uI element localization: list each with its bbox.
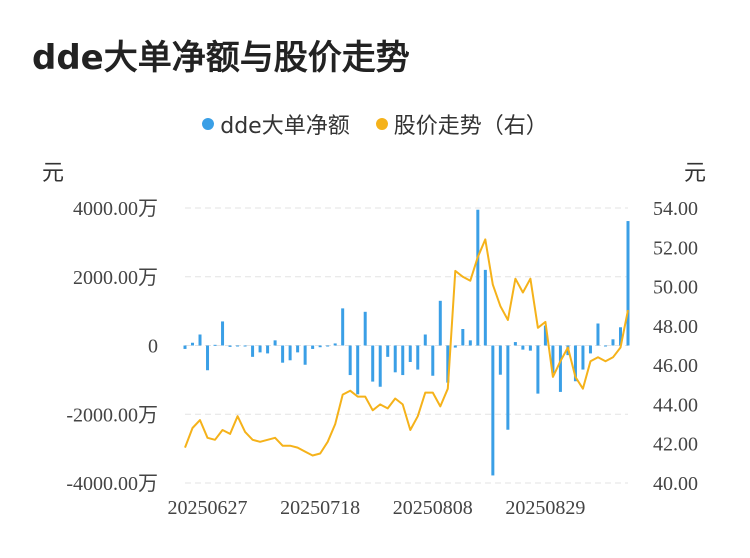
bar-58: [618, 327, 622, 346]
legend-dot-dde-icon: [202, 118, 215, 130]
bar-39: [476, 209, 480, 346]
right-tick-label: 42.00: [653, 434, 698, 456]
bar-0: [183, 345, 187, 349]
bar-10: [258, 345, 262, 353]
legend-label-dde: dde大单净额: [220, 114, 350, 139]
bar-42: [498, 345, 502, 375]
bar-52: [573, 345, 577, 382]
bar-32: [423, 334, 427, 346]
bar-23: [356, 345, 360, 395]
bar-40: [483, 269, 487, 346]
bar-34: [438, 300, 442, 346]
bar-49: [551, 345, 555, 373]
right-axis-unit: 元: [684, 161, 707, 186]
bar-5: [221, 321, 225, 346]
bar-9: [251, 345, 255, 357]
left-tick-label: 4000.00万: [73, 198, 158, 220]
bar-53: [581, 345, 585, 370]
right-tick-label: 50.00: [653, 277, 698, 299]
bar-30: [408, 345, 412, 362]
legend-label-price: 股价走势（右）: [393, 114, 548, 139]
bar-1: [191, 342, 195, 346]
right-tick-label: 52.00: [653, 237, 698, 259]
bar-3: [206, 345, 210, 371]
bar-36: [453, 345, 457, 348]
legend-item-dde[interactable]: dde大单净额: [202, 108, 350, 140]
bar-15: [296, 345, 300, 353]
bar-13: [281, 345, 285, 363]
bar-44: [513, 342, 517, 346]
legend-dot-price-icon: [375, 118, 388, 130]
x-tick-label: 20250808: [393, 497, 473, 519]
bar-20: [333, 343, 337, 346]
left-tick-label: 0: [148, 336, 158, 358]
bar-33: [431, 345, 435, 376]
bar-55: [596, 323, 600, 346]
bar-19: [326, 345, 330, 347]
bar-18: [318, 345, 322, 348]
bar-45: [521, 345, 525, 350]
bar-2: [198, 334, 202, 346]
right-tick-label: 48.00: [653, 316, 698, 338]
bar-6: [228, 345, 232, 347]
legend-item-price[interactable]: 股价走势（右）: [375, 108, 548, 140]
left-tick-label: 2000.00万: [73, 267, 158, 289]
bar-57: [611, 339, 615, 346]
bar-56: [603, 345, 607, 347]
bar-47: [536, 345, 540, 394]
x-tick-label: 20250627: [168, 497, 248, 519]
bar-14: [288, 345, 292, 361]
bar-21: [341, 308, 345, 346]
left-tick-label: -4000.00万: [66, 473, 158, 495]
bar-35: [446, 345, 450, 383]
bar-29: [401, 345, 405, 376]
bar-50: [558, 345, 562, 392]
price-line: [184, 238, 629, 457]
bar-8: [243, 345, 247, 347]
bar-31: [416, 345, 420, 370]
bar-12: [273, 340, 277, 346]
bar-46: [528, 345, 532, 351]
bar-25: [371, 345, 375, 382]
chart-title: dde大单净额与股价走势: [32, 38, 410, 78]
bar-38: [468, 340, 472, 346]
bar-4: [213, 344, 217, 346]
left-tick-label: -2000.00万: [66, 404, 158, 426]
bar-11: [266, 345, 270, 354]
bar-59: [626, 221, 630, 346]
bar-37: [461, 329, 465, 346]
x-tick-label: 20250718: [280, 497, 360, 519]
right-tick-label: 40.00: [653, 473, 698, 495]
bar-48: [543, 325, 547, 346]
bar-54: [588, 345, 592, 354]
bar-24: [363, 311, 367, 346]
bar-17: [311, 345, 315, 349]
right-tick-label: 44.00: [653, 394, 698, 416]
right-tick-label: 46.00: [653, 355, 698, 377]
right-tick-label: 54.00: [653, 198, 698, 220]
bar-22: [348, 345, 352, 376]
bar-41: [491, 345, 495, 476]
bar-28: [393, 345, 397, 373]
bar-26: [378, 345, 382, 387]
left-axis-unit: 元: [42, 161, 65, 186]
bar-27: [386, 345, 390, 357]
bar-16: [303, 345, 307, 365]
legend: dde大单净额 股价走势（右）: [0, 108, 750, 140]
x-tick-label: 20250829: [505, 497, 585, 519]
bar-7: [236, 345, 240, 347]
bar-43: [506, 345, 510, 430]
